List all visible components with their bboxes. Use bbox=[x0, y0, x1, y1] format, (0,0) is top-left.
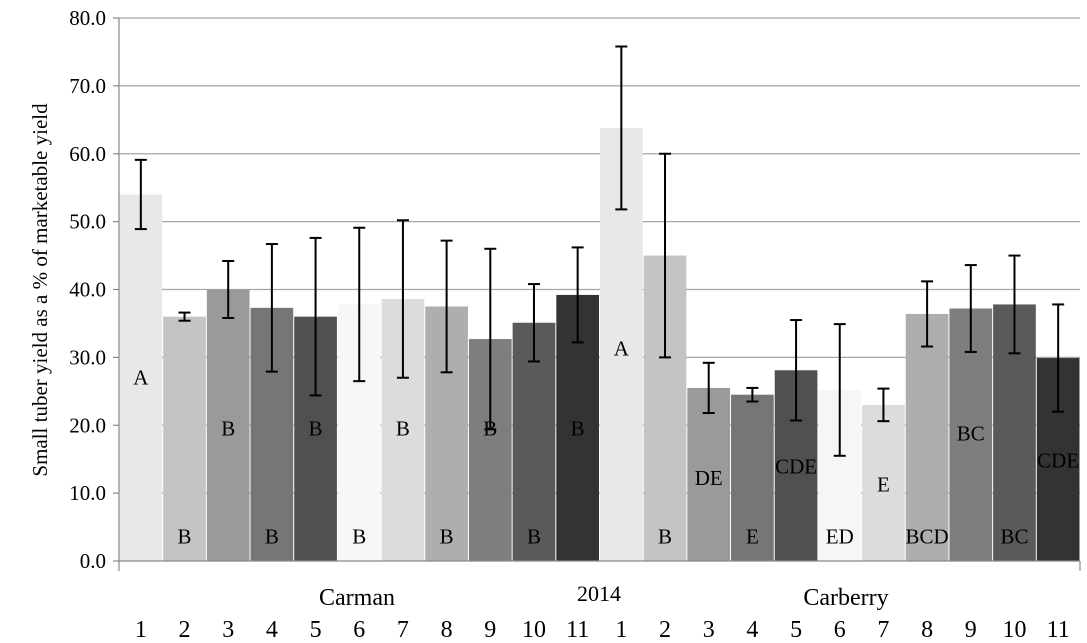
bar-letter-label: A bbox=[133, 366, 149, 390]
x-tick-label: 1 bbox=[615, 617, 627, 643]
year-label: 2014 bbox=[577, 581, 621, 606]
y-tick-label: 40.0 bbox=[69, 278, 106, 302]
bar-letter-label: B bbox=[440, 525, 454, 549]
y-tick-label: 80.0 bbox=[69, 6, 106, 30]
x-tick-label: 10 bbox=[522, 617, 546, 643]
significance-letters: A B B B B B B B B B B A B DE E CDE ED E BCD BC BC CDE bbox=[133, 337, 1079, 549]
x-tick-label: 10 bbox=[1002, 617, 1026, 643]
bar bbox=[206, 289, 250, 561]
bar-letter-label: B bbox=[483, 417, 497, 441]
x-tick-label: 5 bbox=[310, 617, 322, 643]
bar-letter-label: B bbox=[352, 525, 366, 549]
x-tick-label: 2 bbox=[659, 617, 671, 643]
bar-letter-label: B bbox=[309, 417, 323, 441]
bar-letter-label: B bbox=[265, 525, 279, 549]
x-tick-label: 8 bbox=[441, 617, 453, 643]
bar bbox=[512, 322, 556, 561]
bar-letter-label: B bbox=[527, 525, 541, 549]
bar-letter-label: CDE bbox=[1037, 449, 1079, 473]
bar-letter-label: ED bbox=[826, 525, 854, 549]
bar-letter-label: B bbox=[571, 417, 585, 441]
x-tick-label: 3 bbox=[703, 617, 715, 643]
x-tick-label: 7 bbox=[877, 617, 889, 643]
x-tick-label: 6 bbox=[353, 617, 365, 643]
bar-letter-label: BCD bbox=[906, 525, 949, 549]
bar-letter-label: DE bbox=[695, 466, 723, 490]
x-tick-label: 9 bbox=[484, 617, 496, 643]
y-tick-label: 50.0 bbox=[69, 210, 106, 234]
axis-labels: Small tuber yield as a % of marketable y… bbox=[28, 103, 889, 611]
x-tick-label: 3 bbox=[222, 617, 234, 643]
x-tick-label: 7 bbox=[397, 617, 409, 643]
y-axis-label: Small tuber yield as a % of marketable y… bbox=[28, 103, 52, 477]
y-tick-label: 70.0 bbox=[69, 74, 106, 98]
bar bbox=[687, 387, 731, 561]
bar-letter-label: E bbox=[746, 525, 759, 549]
x-tick-label: 6 bbox=[834, 617, 846, 643]
bar-letter-label: B bbox=[221, 417, 235, 441]
bar bbox=[163, 316, 206, 561]
x-tick-label: 11 bbox=[566, 617, 589, 643]
error-bars bbox=[134, 45, 1065, 457]
bar-letter-label: BC bbox=[1000, 525, 1028, 549]
bar-letter-label: CDE bbox=[775, 455, 817, 479]
bar-letter-label: A bbox=[614, 337, 630, 361]
x-tick-label: 1 bbox=[135, 617, 147, 643]
x-tick-label: 5 bbox=[790, 617, 802, 643]
x-tick-label: 11 bbox=[1047, 617, 1070, 643]
x-tick-label: 8 bbox=[921, 617, 933, 643]
bar bbox=[905, 313, 949, 561]
x-tick-label: 2 bbox=[179, 617, 191, 643]
bars bbox=[119, 127, 1080, 562]
y-tick-label: 0.0 bbox=[80, 549, 106, 573]
group-label-carman: Carman bbox=[319, 585, 395, 611]
y-tick-label: 20.0 bbox=[69, 413, 106, 437]
bar-letter-label: B bbox=[658, 525, 672, 549]
bar bbox=[862, 404, 905, 561]
y-tick-label: 10.0 bbox=[69, 481, 106, 505]
x-tick-label: 9 bbox=[965, 617, 977, 643]
bar-letter-label: B bbox=[178, 525, 192, 549]
group-label-carberry: Carberry bbox=[803, 585, 888, 611]
x-tick-label: 4 bbox=[746, 617, 758, 643]
y-tick-label: 30.0 bbox=[69, 345, 106, 369]
bar-letter-label: BC bbox=[957, 421, 985, 445]
x-tick-label: 4 bbox=[266, 617, 278, 643]
bar bbox=[731, 394, 774, 561]
y-tick-label: 60.0 bbox=[69, 142, 106, 166]
axes: 0.0 10.0 20.0 30.0 40.0 50.0 60.0 70.0 80.0 1 2 3 4 5… bbox=[69, 6, 1081, 643]
bar-letter-label: B bbox=[396, 417, 410, 441]
bar bbox=[119, 194, 163, 561]
bar-letter-label: E bbox=[877, 472, 890, 496]
